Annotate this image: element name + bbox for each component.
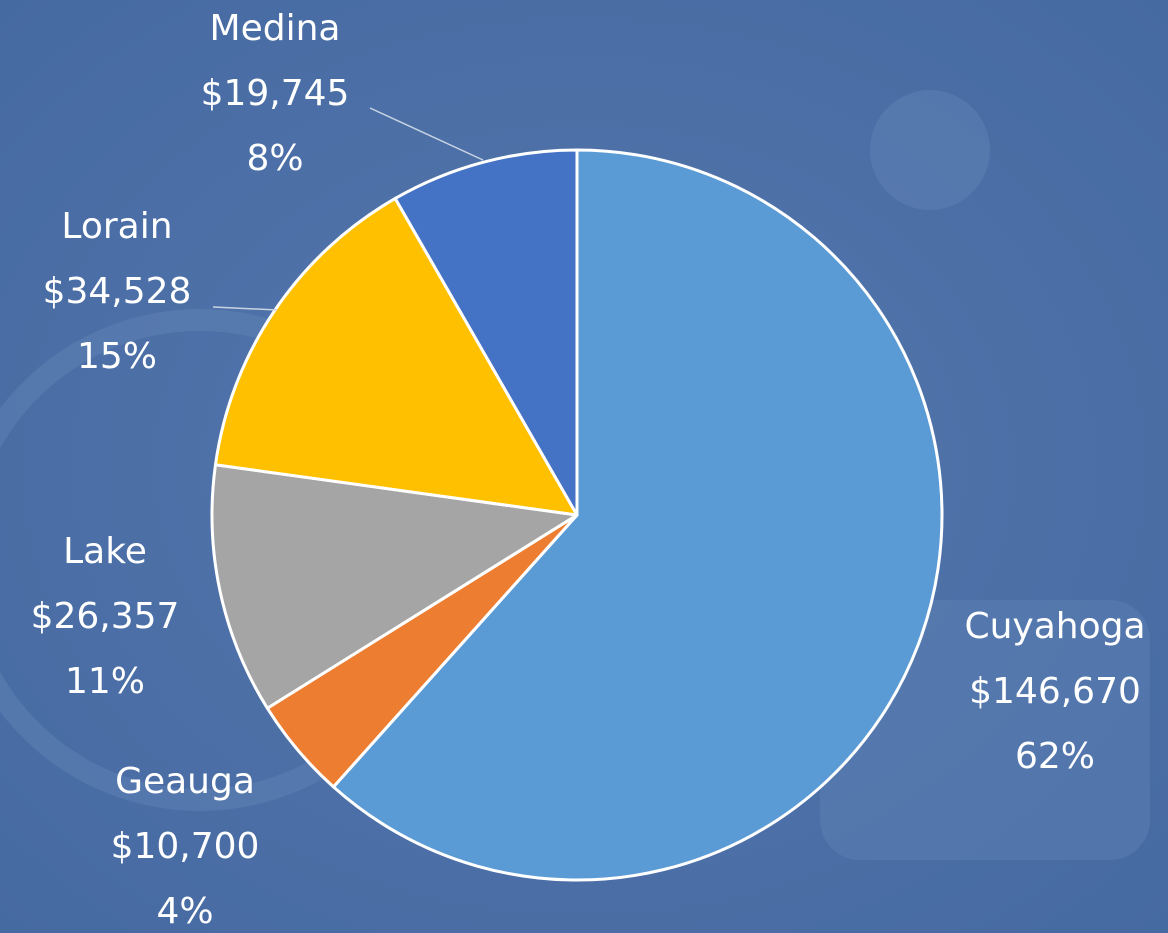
percent-label: 8% — [246, 138, 303, 179]
percent-label: 62% — [1015, 736, 1095, 777]
category-label: Cuyahoga — [964, 606, 1145, 647]
pie-slice — [331, 148, 944, 882]
pie-slice — [213, 196, 579, 517]
leader-line — [212, 306, 278, 311]
category-label: Lake — [63, 531, 147, 572]
value-label: $26,357 — [31, 596, 180, 637]
category-label: Medina — [210, 8, 341, 49]
background-decoration — [870, 90, 990, 210]
percent-label: 15% — [77, 336, 157, 377]
pie-slice — [393, 148, 579, 517]
value-label: $19,745 — [201, 73, 350, 114]
leader-line — [369, 107, 484, 161]
category-label: Geauga — [115, 761, 255, 802]
value-label: $10,700 — [111, 826, 260, 867]
value-label: $146,670 — [969, 671, 1141, 712]
value-label: $34,528 — [43, 271, 192, 312]
percent-label: 11% — [65, 661, 145, 702]
category-label: Lorain — [61, 206, 172, 247]
pie-slice — [210, 463, 579, 710]
percent-label: 4% — [156, 891, 213, 932]
